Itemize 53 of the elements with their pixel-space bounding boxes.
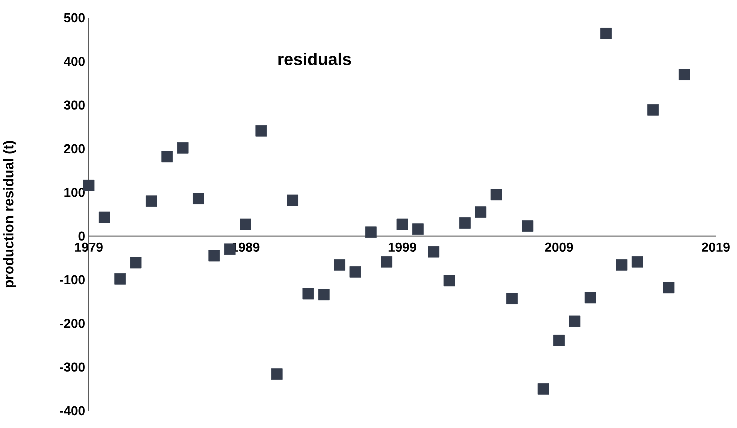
point	[302, 288, 314, 300]
point	[569, 316, 581, 328]
point	[146, 196, 158, 208]
x-tick-label: 2009	[545, 242, 574, 252]
point	[678, 69, 690, 80]
point	[428, 246, 440, 258]
point	[334, 259, 346, 271]
point	[193, 193, 204, 204]
y-tick-label: 400	[64, 57, 85, 66]
text: residuals	[278, 52, 352, 66]
point	[256, 125, 268, 137]
y-tick-label: -400	[60, 406, 85, 416]
y-tick-label: 100	[64, 188, 85, 198]
point	[240, 218, 252, 230]
point	[350, 266, 362, 278]
y-tick-label: -200	[60, 319, 85, 328]
point	[444, 275, 456, 287]
y-tick-label: -300	[60, 362, 85, 372]
y-axis-title: production residual (t)	[4, 141, 17, 288]
point	[177, 142, 189, 154]
y-tick-label: -100	[60, 275, 85, 285]
point	[538, 383, 550, 395]
point	[365, 226, 377, 238]
point	[83, 180, 95, 192]
point	[616, 259, 628, 271]
y-tick-label: 300	[64, 100, 85, 110]
x-tick-label: 2019	[702, 242, 730, 252]
point	[554, 335, 565, 346]
point	[271, 368, 283, 380]
point	[584, 292, 596, 304]
y-tick-label: 0	[78, 232, 85, 241]
point	[98, 212, 110, 224]
point	[632, 256, 644, 268]
point	[114, 273, 126, 285]
point	[396, 218, 408, 230]
point	[460, 218, 471, 229]
point	[648, 104, 659, 116]
point	[663, 282, 675, 294]
point	[318, 289, 330, 301]
point	[162, 151, 174, 163]
point	[490, 189, 502, 201]
point	[208, 250, 220, 262]
point	[381, 256, 393, 268]
y-tick-label: 500	[64, 13, 85, 23]
point	[522, 220, 534, 232]
point	[600, 28, 612, 40]
x-tick-label: 1999	[388, 242, 416, 252]
y-tick-label: 200	[64, 144, 85, 154]
point	[287, 194, 298, 206]
point	[475, 206, 487, 218]
point	[412, 224, 424, 236]
point	[130, 257, 142, 269]
point	[506, 293, 518, 304]
